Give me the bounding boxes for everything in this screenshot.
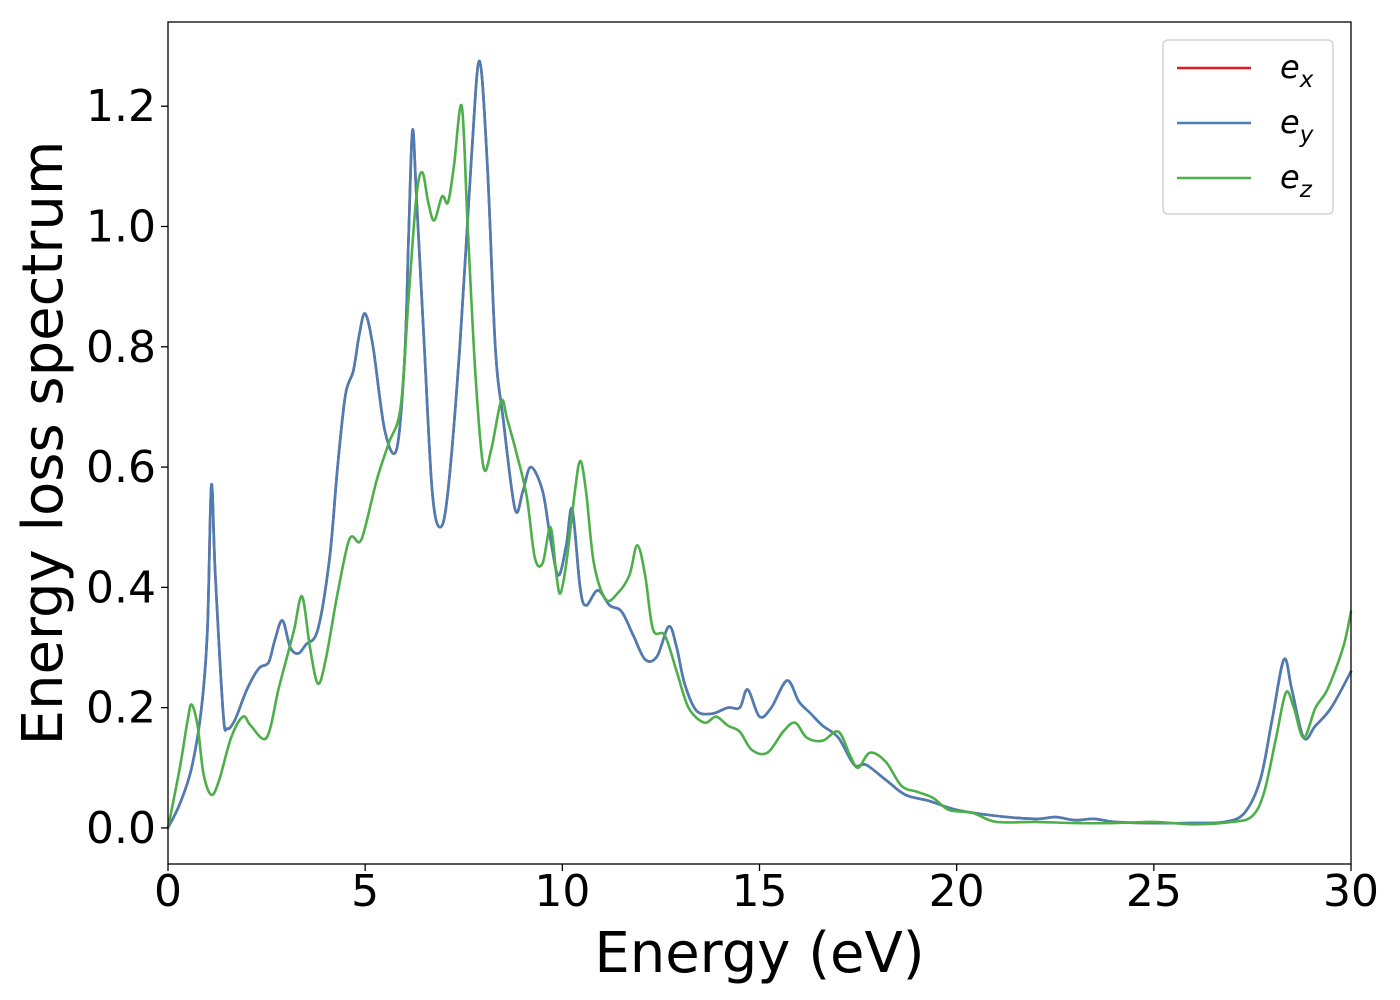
y-tick-label: 0.8 xyxy=(86,322,156,373)
x-tick-label: 30 xyxy=(1323,866,1379,917)
series-layer xyxy=(166,59,1353,830)
x-tick-label: 0 xyxy=(154,866,182,917)
x-tick-label: 25 xyxy=(1126,866,1182,917)
series-line-y xyxy=(166,59,1353,830)
x-axis-label: Energy (eV) xyxy=(594,921,924,986)
x-tick-label: 20 xyxy=(929,866,985,917)
x-axis-ticks: 0 5 10 15 20 25 30 xyxy=(154,864,1379,917)
x-tick-label: 10 xyxy=(534,866,590,917)
x-tick-label: 15 xyxy=(732,866,788,917)
y-tick-label: 1.0 xyxy=(86,201,156,252)
series-line-z xyxy=(166,103,1353,830)
plot-area xyxy=(168,22,1351,864)
y-tick-label: 0.2 xyxy=(86,683,156,734)
y-axis-label: Energy loss spectrum xyxy=(11,141,76,746)
y-tick-label: 0.6 xyxy=(86,442,156,493)
y-tick-label: 0.4 xyxy=(86,562,156,613)
x-tick-label: 5 xyxy=(351,866,379,917)
y-axis-ticks: 0.0 0.2 0.4 0.6 0.8 1.0 1.2 xyxy=(86,81,168,854)
legend-box xyxy=(1162,39,1334,215)
y-tick-label: 0.0 xyxy=(86,803,156,854)
y-tick-label: 1.2 xyxy=(86,81,156,132)
